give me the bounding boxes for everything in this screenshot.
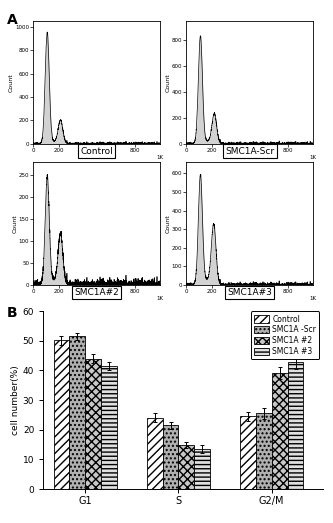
Y-axis label: Count: Count [166, 73, 170, 92]
Bar [178, 445, 194, 489]
Bar [240, 416, 256, 489]
Text: A: A [7, 13, 17, 27]
Bar [69, 336, 85, 489]
Text: 1K: 1K [309, 296, 317, 301]
Text: SMC1A#2: SMC1A#2 [74, 288, 119, 297]
Bar [256, 413, 272, 489]
Text: SMC1A#3: SMC1A#3 [227, 288, 272, 297]
Bar [54, 340, 69, 489]
Y-axis label: Count: Count [166, 214, 170, 233]
X-axis label: FL2-H: FL2-H [88, 295, 106, 301]
Text: 1K: 1K [309, 155, 317, 160]
Y-axis label: Count: Count [12, 214, 17, 233]
Bar [101, 366, 117, 489]
Bar [147, 418, 163, 489]
Text: 1K: 1K [156, 155, 164, 160]
X-axis label: FL2-H: FL2-H [88, 154, 106, 160]
Bar [163, 425, 178, 489]
Bar [288, 361, 303, 489]
Text: B: B [7, 306, 17, 320]
Text: *: * [277, 355, 282, 365]
Bar [194, 449, 210, 489]
Bar [272, 373, 288, 489]
Text: *: * [293, 338, 298, 348]
Text: Control: Control [80, 146, 113, 156]
Bar [85, 359, 101, 489]
Text: 1K: 1K [156, 296, 164, 301]
Y-axis label: Count: Count [9, 73, 14, 92]
Text: SMC1A-Scr: SMC1A-Scr [225, 146, 274, 156]
X-axis label: FL2-H: FL2-H [241, 154, 259, 160]
Y-axis label: cell number(%): cell number(%) [11, 365, 20, 435]
Legend: Control, SMC1A -Scr, SMC1A #2, SMC1A #3: Control, SMC1A -Scr, SMC1A #2, SMC1A #3 [251, 312, 319, 359]
X-axis label: FL2-H: FL2-H [241, 295, 259, 301]
